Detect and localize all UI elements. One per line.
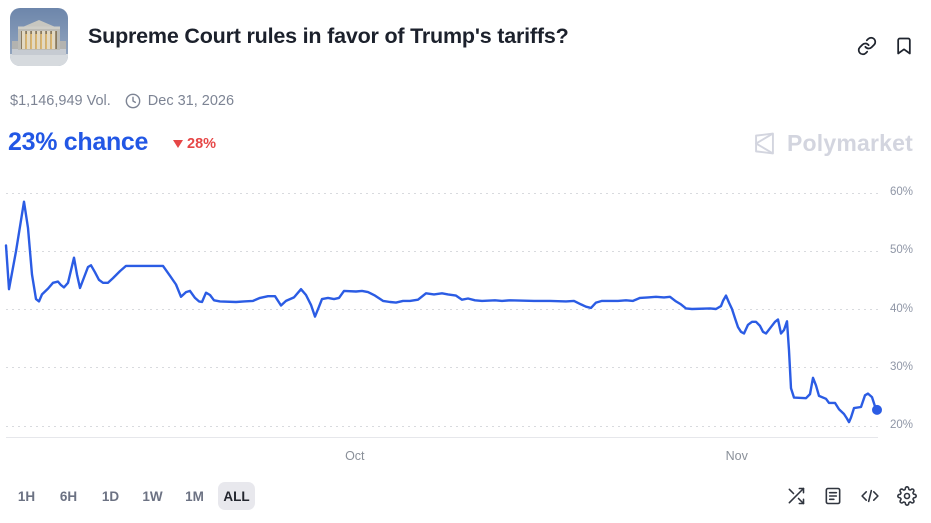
x-axis-label: Oct: [345, 449, 365, 463]
code-icon[interactable]: [860, 486, 880, 506]
polymarket-wordmark: Polymarket: [786, 130, 913, 156]
market-title: Supreme Court rules in favor of Trump's …: [88, 24, 569, 48]
y-gridline: [6, 425, 878, 427]
chart-tools: [786, 486, 917, 506]
y-axis-label: 60%: [890, 186, 914, 198]
settings-icon[interactable]: [897, 486, 917, 506]
volume-text: $1,146,949 Vol.: [10, 93, 111, 109]
header-actions: [857, 36, 914, 56]
range-button-1d[interactable]: 1D: [92, 482, 129, 510]
y-gridline: [6, 367, 878, 369]
bookmark-icon[interactable]: [894, 36, 914, 56]
x-axis-label: Nov: [725, 449, 748, 463]
time-range-selector: 1H 6H 1D 1W 1M ALL: [8, 482, 255, 510]
supreme-court-image: [10, 8, 68, 66]
price-line-chart: [4, 200, 882, 424]
range-button-1h[interactable]: 1H: [8, 482, 45, 510]
y-axis-label: 20%: [890, 419, 914, 432]
y-gridline: [6, 192, 878, 194]
range-button-all[interactable]: ALL: [218, 482, 255, 510]
market-meta: $1,146,949 Vol. Dec 31, 2026: [10, 93, 234, 109]
polymarket-watermark: Polymarket: [751, 130, 913, 157]
range-button-6h[interactable]: 6H: [50, 482, 87, 510]
clock-icon: [125, 93, 141, 109]
y-axis-label: 50%: [890, 244, 914, 257]
price-change: 28%: [173, 136, 216, 152]
chance-value: 23% chance: [8, 128, 149, 156]
y-axis-label: 40%: [890, 302, 914, 315]
price-line: [4, 200, 879, 424]
link-icon[interactable]: [857, 36, 877, 56]
price-change-value: 28%: [187, 136, 217, 152]
down-arrow-icon: [173, 140, 183, 148]
y-gridline: [6, 309, 878, 311]
range-button-1m[interactable]: 1M: [176, 482, 213, 510]
y-gridline: [6, 250, 878, 252]
y-axis-label: 30%: [890, 360, 914, 373]
range-button-1w[interactable]: 1W: [134, 482, 171, 510]
shuffle-icon[interactable]: [786, 486, 806, 506]
document-icon[interactable]: [823, 486, 843, 506]
end-date: Dec 31, 2026: [147, 93, 235, 109]
price-chart[interactable]: [4, 180, 882, 438]
polymarket-logo-icon: [755, 132, 774, 155]
market-avatar: [10, 8, 68, 66]
current-price-dot: [872, 404, 882, 415]
